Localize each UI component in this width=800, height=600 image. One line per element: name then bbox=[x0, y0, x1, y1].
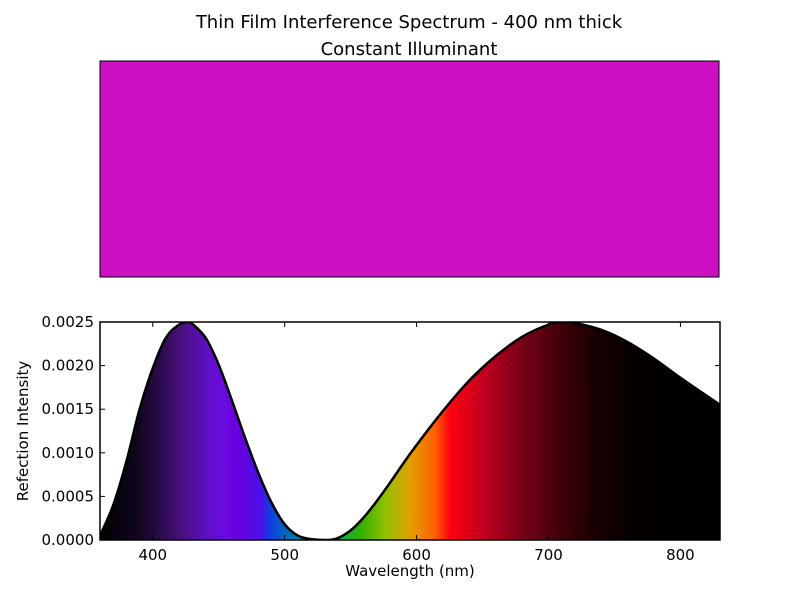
y-axis-label: Refection Intensity bbox=[14, 361, 32, 502]
x-tick-label: 700 bbox=[534, 546, 563, 564]
y-axis: 0.0000 0.0005 0.0010 0.0015 0.0020 0.0025 bbox=[42, 313, 720, 549]
x-tick-label: 800 bbox=[666, 546, 695, 564]
y-tick-label: 0.0005 bbox=[42, 487, 95, 505]
spectrum-area bbox=[100, 322, 720, 540]
chart-title: Thin Film Interference Spectrum - 400 nm… bbox=[195, 12, 623, 33]
plot-frame bbox=[99, 321, 721, 541]
y-tick-label: 0.0000 bbox=[42, 531, 95, 549]
y-tick-label: 0.0015 bbox=[42, 400, 95, 418]
x-axis-label: Wavelength (nm) bbox=[345, 562, 475, 580]
x-tick-label: 400 bbox=[138, 546, 167, 564]
chart-subtitle: Constant Illuminant bbox=[321, 39, 498, 60]
spectrum-plot: 400 500 600 700 800 0.0000 0.0005 0.0010 0.0015… bbox=[14, 313, 721, 580]
y-tick-label: 0.0020 bbox=[42, 357, 95, 375]
y-tick-label: 0.0025 bbox=[42, 313, 95, 331]
color-swatch bbox=[99, 60, 720, 278]
x-tick-label: 500 bbox=[270, 546, 299, 564]
y-tick-label: 0.0010 bbox=[42, 444, 95, 462]
x-tick-label: 600 bbox=[402, 546, 431, 564]
x-axis: 400 500 600 700 800 bbox=[138, 322, 695, 564]
